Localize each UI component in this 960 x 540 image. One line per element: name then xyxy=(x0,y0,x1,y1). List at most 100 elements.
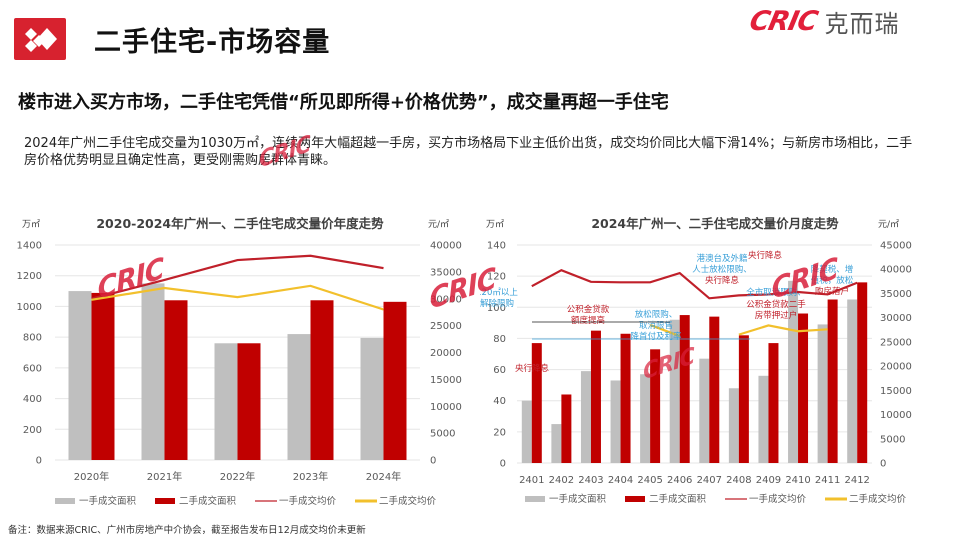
policy-annotation: 央行降息 xyxy=(515,363,550,374)
bar-new-home-area xyxy=(788,280,799,463)
x-tick-label: 2402 xyxy=(549,475,574,486)
monthly-trend-chart: 2024年广州一、二手住宅成交量价月度走势 万㎡ 元/㎡ 0 20 40 60 80 100 12… xyxy=(476,200,960,520)
legend-label[interactable]: 一手成交面积 xyxy=(549,493,607,505)
legend-label[interactable]: 一手成交均价 xyxy=(749,493,807,505)
bar-new-home-area xyxy=(521,400,532,463)
bar-resale-area xyxy=(590,330,601,463)
bar-new-home-area xyxy=(287,334,311,460)
y2-tick-label: 45000 xyxy=(880,241,912,252)
bar-resale-area xyxy=(709,316,720,463)
y-tick-label: 1400 xyxy=(17,241,42,252)
y2-tick-label: 10000 xyxy=(880,410,912,421)
policy-annotation: 值税，放松 xyxy=(811,275,854,286)
bar-resale-area xyxy=(310,300,334,460)
y-tick-label: 600 xyxy=(23,363,42,374)
y2-tick-label: 35000 xyxy=(430,267,462,278)
legend-label[interactable]: 二手成交均价 xyxy=(849,493,907,505)
legend-label[interactable]: 二手成交面积 xyxy=(179,495,237,507)
x-tick-label: 2404 xyxy=(608,475,633,486)
line-resale-price xyxy=(649,323,681,338)
policy-annotation: 120㎡以上 xyxy=(480,288,518,298)
y2-tick-label: 10000 xyxy=(430,402,462,413)
x-tick-label: 2407 xyxy=(697,475,722,486)
legend-label[interactable]: 一手成交面积 xyxy=(79,495,137,507)
x-tick-label: 2023年 xyxy=(293,470,328,483)
page-title: 二手住宅-市场容量 xyxy=(94,27,331,58)
legend-swatch xyxy=(155,498,175,504)
description-text: 2024年广州二手住宅成交量为1030万㎡，连续两年大幅超越一手房，买方市场格局… xyxy=(24,136,913,168)
bar-resale-area xyxy=(91,292,115,460)
y-tick-label: 0 xyxy=(500,459,506,470)
y2-tick-label: 0 xyxy=(880,459,886,470)
bar-resale-area xyxy=(857,282,868,463)
annual-trend-chart: 2020-2024年广州一、二手住宅成交量价年度走势 万㎡ 元/㎡ 0 200 400 60… xyxy=(0,200,480,520)
diamond-grid-logo-icon xyxy=(14,18,66,60)
policy-annotation: 解除限购 xyxy=(480,298,514,309)
policy-annotation: 额度提高 xyxy=(571,315,605,326)
y-tick-label: 20 xyxy=(493,427,506,438)
bar-new-home-area xyxy=(360,337,384,460)
bar-new-home-area xyxy=(817,324,828,463)
policy-annotation: 取消限售 xyxy=(639,320,673,331)
y-tick-label: 140 xyxy=(487,241,506,252)
legend-label[interactable]: 二手成交均价 xyxy=(379,495,437,507)
legend-swatch xyxy=(525,496,545,502)
annual-trend-chart-plot: 2020-2024年广州一、二手住宅成交量价年度走势 万㎡ 元/㎡ 0 200 400 60… xyxy=(17,216,462,507)
y2-tick-label: 25000 xyxy=(430,321,462,332)
y2-tick-label: 5000 xyxy=(880,434,905,445)
bar-new-home-area xyxy=(699,358,710,463)
y-tick-label: 120 xyxy=(487,272,506,283)
bar-resale-area xyxy=(738,335,749,463)
bar-resale-area xyxy=(383,301,407,460)
x-tick-label: 2021年 xyxy=(147,470,182,483)
y2-tick-label: 35000 xyxy=(880,289,912,300)
y-tick-label: 400 xyxy=(23,394,42,405)
bar-new-home-area xyxy=(551,424,562,463)
y2-tick-label: 20000 xyxy=(430,348,462,359)
bar-resale-area xyxy=(768,343,779,463)
bar-new-home-area xyxy=(580,371,591,463)
y-tick-label: 40 xyxy=(493,396,506,407)
y2-tick-label: 30000 xyxy=(880,313,912,324)
policy-annotation: 房带押过户 xyxy=(755,310,798,321)
y2-tick-label: 0 xyxy=(430,456,436,467)
chart-title: 2024年广州一、二手住宅成交量价月度走势 xyxy=(591,216,839,231)
bar-resale-area xyxy=(827,299,838,463)
bar-resale-area xyxy=(620,333,631,463)
y2-tick-label: 5000 xyxy=(430,429,455,440)
brand-logo: CRIC 克而瑞 xyxy=(747,6,900,38)
y2-tick-label: 20000 xyxy=(880,362,912,373)
bar-resale-area xyxy=(650,349,661,463)
y2-tick-label: 40000 xyxy=(880,265,912,276)
line-new-home-price xyxy=(91,254,384,300)
bar-resale-area xyxy=(561,394,572,463)
monthly-trend-chart-plot: 2024年广州一、二手住宅成交量价月度走势 万㎡ 元/㎡ 0 20 40 60 80 100 12… xyxy=(476,216,912,505)
bar-new-home-area xyxy=(758,375,769,463)
x-tick-label: 2401 xyxy=(519,475,544,486)
x-tick-label: 2409 xyxy=(756,475,781,486)
brand-logo-cn: 克而瑞 xyxy=(824,9,900,38)
bar-new-home-area xyxy=(847,299,858,463)
y2-tick-label: 40000 xyxy=(430,241,462,252)
policy-annotation: 放松限购、 xyxy=(635,309,678,320)
legend-label[interactable]: 二手成交面积 xyxy=(649,493,707,505)
x-tick-label: 2408 xyxy=(726,475,751,486)
policy-annotation: 央行降息 xyxy=(748,250,783,261)
x-tick-label: 2410 xyxy=(785,475,810,486)
y2-tick-label: 25000 xyxy=(880,337,912,348)
bar-new-home-area xyxy=(610,380,621,463)
legend-label[interactable]: 一手成交均价 xyxy=(279,495,337,507)
line-new-home-price xyxy=(531,268,858,300)
y-tick-label: 800 xyxy=(23,333,42,344)
legend-swatch xyxy=(55,498,75,504)
x-tick-label: 2406 xyxy=(667,475,692,486)
policy-annotation: 人士放松限购、 xyxy=(692,264,752,275)
y-tick-label: 100 xyxy=(487,303,506,314)
x-tick-label: 2022年 xyxy=(220,470,255,483)
bar-resale-area xyxy=(679,315,690,463)
policy-annotation: 全市取消限购、 xyxy=(746,287,806,298)
y2-axis-unit: 元/㎡ xyxy=(878,219,899,230)
y-tick-label: 200 xyxy=(23,425,42,436)
policy-annotation: 购房落户 xyxy=(815,286,849,297)
bar-new-home-area xyxy=(640,374,651,463)
